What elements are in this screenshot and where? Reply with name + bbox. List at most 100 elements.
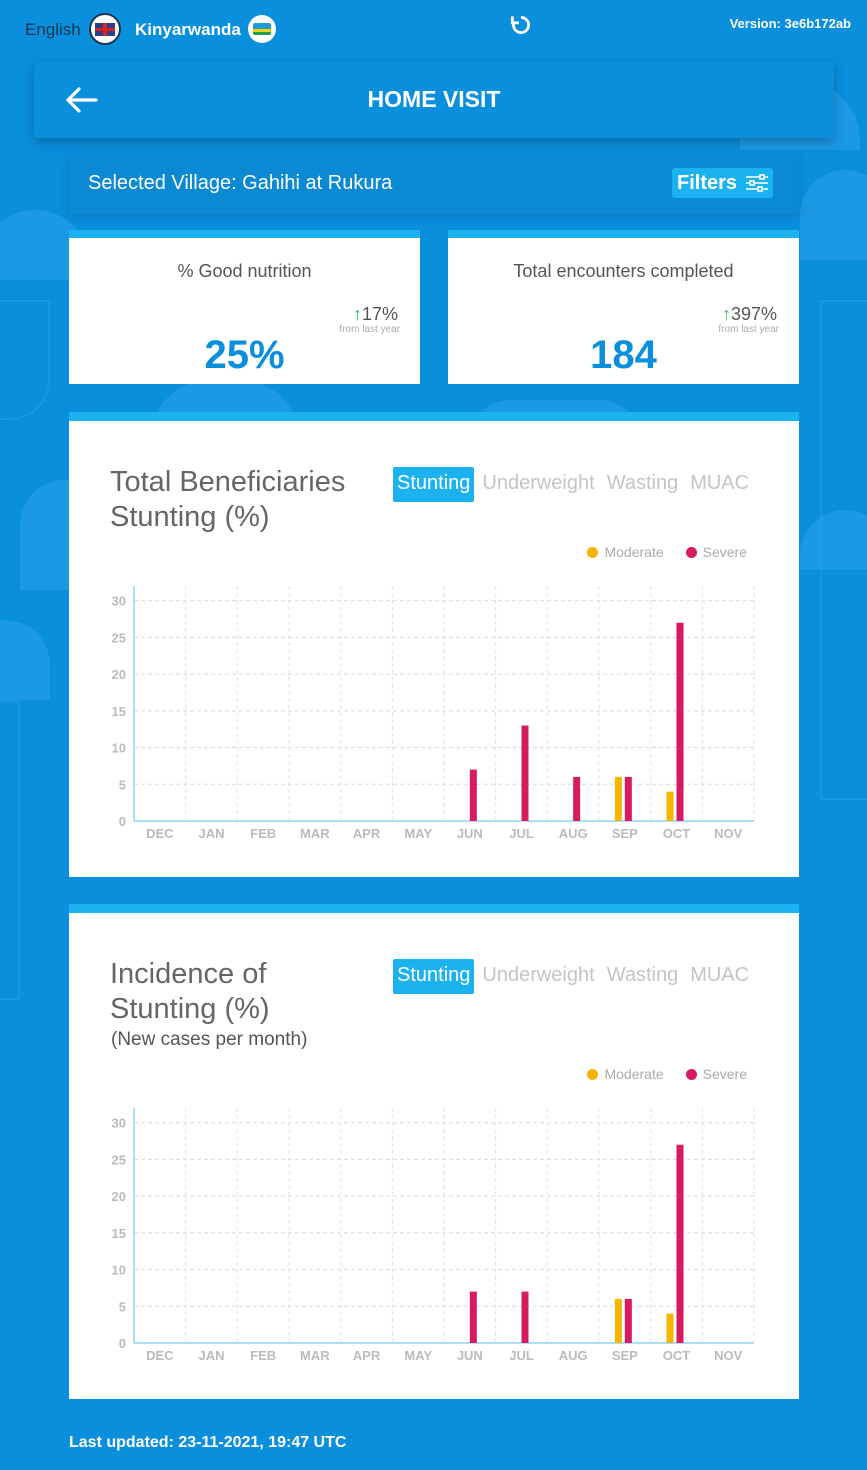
bar-severe: [676, 622, 684, 821]
version-label: Version: 3e6b172ab: [729, 16, 851, 31]
stat-change: ↑397%: [721, 304, 777, 324]
legend-moderate[interactable]: Moderate: [587, 1066, 664, 1082]
x-tick-label: APR: [353, 826, 381, 841]
chart-legend: Moderate Severe: [587, 1066, 747, 1082]
tab-muac[interactable]: MUAC: [690, 964, 750, 986]
y-tick-label: 0: [119, 814, 126, 829]
x-tick-label: DEC: [146, 826, 174, 841]
bar-moderate: [666, 791, 674, 821]
y-tick-label: 25: [112, 630, 126, 645]
x-tick-label: NOV: [714, 826, 743, 841]
legend-severe[interactable]: Severe: [685, 544, 747, 560]
bar-severe: [624, 1298, 632, 1343]
arrow-up-icon: ↑: [352, 304, 362, 324]
y-tick-label: 25: [112, 1152, 126, 1167]
chart-card-total-beneficiaries: Total Beneficiaries Stunting (%) Stuntin…: [69, 412, 799, 877]
x-tick-label: AUG: [559, 826, 588, 841]
bar-severe: [469, 1291, 477, 1343]
y-tick-label: 20: [112, 667, 126, 682]
chart-card-incidence: Incidence of Stunting (%) (New cases per…: [69, 904, 799, 1399]
y-tick-label: 10: [112, 1263, 126, 1278]
x-tick-label: JUL: [509, 826, 534, 841]
tab-muac[interactable]: MUAC: [690, 472, 750, 494]
x-tick-label: JAN: [198, 826, 224, 841]
stat-card-good-nutrition: % Good nutrition ↑17% from last year 25%: [69, 230, 420, 384]
bar-severe: [624, 776, 632, 821]
page-header: HOME VISIT: [34, 62, 834, 138]
bar-chart-incidence: 0 5 10 15 20 25 30 DEC JAN FEB MAR APR MAY JUN JUL AUG S…: [112, 1108, 755, 1363]
y-tick-label: 15: [112, 704, 126, 719]
chart-legend: Moderate Severe: [587, 544, 747, 560]
tab-stunting[interactable]: Stunting: [393, 467, 475, 502]
bar-moderate: [614, 776, 622, 821]
indicator-tabs: Stunting Underweight Wasting MUAC: [393, 467, 753, 502]
tab-wasting[interactable]: Wasting: [606, 472, 679, 494]
y-tick-label: 15: [112, 1226, 126, 1241]
stat-label: Total encounters completed: [513, 261, 734, 281]
x-tick-label: AUG: [559, 1348, 588, 1363]
y-tick-label: 5: [119, 777, 126, 792]
rwanda-flag-icon[interactable]: [248, 15, 276, 43]
tab-stunting[interactable]: Stunting: [393, 959, 475, 994]
back-arrow-icon[interactable]: [62, 80, 102, 120]
bar-severe: [573, 776, 581, 821]
page-title: HOME VISIT: [367, 86, 501, 112]
y-tick-label: 10: [112, 741, 126, 756]
stat-value: 184: [590, 333, 657, 377]
stat-card-encounters: Total encounters completed ↑397% from la…: [448, 230, 799, 384]
stat-sub-label: from last year: [718, 324, 779, 335]
indicator-tabs: Stunting Underweight Wasting MUAC: [393, 959, 753, 994]
stat-value: 25%: [204, 333, 285, 377]
legend-moderate[interactable]: Moderate: [587, 544, 664, 560]
y-tick-label: 20: [112, 1189, 126, 1204]
x-tick-label: SEP: [612, 1348, 638, 1363]
language-kinyarwanda[interactable]: Kinyarwanda: [135, 20, 241, 39]
uk-flag-icon[interactable]: [89, 13, 121, 45]
x-tick-label: APR: [353, 1348, 381, 1363]
top-bar: English Kinyarwanda Version: 3e6b172ab: [0, 0, 867, 60]
y-tick-label: 0: [119, 1336, 126, 1351]
filters-button[interactable]: Filters: [672, 168, 773, 198]
bar-moderate: [666, 1313, 674, 1343]
x-tick-label: MAR: [300, 826, 330, 841]
x-tick-label: OCT: [663, 1348, 691, 1363]
x-tick-label: NOV: [714, 1348, 743, 1363]
bar-severe: [469, 769, 477, 821]
y-tick-label: 5: [119, 1299, 126, 1314]
stat-label: % Good nutrition: [177, 261, 312, 281]
bar-chart-total-beneficiaries: 0 5 10 15 20 25 30 DEC JAN FEB MAR APR MAY JUN JUL AUG S…: [112, 586, 755, 841]
x-tick-label: SEP: [612, 826, 638, 841]
y-tick-label: 30: [112, 594, 126, 609]
x-tick-label: MAY: [404, 1348, 432, 1363]
x-tick-label: DEC: [146, 1348, 174, 1363]
stat-sub-label: from last year: [339, 324, 400, 335]
bar-severe: [521, 1291, 529, 1343]
x-tick-label: JUN: [457, 1348, 483, 1363]
chart-title: Total Beneficiaries Stunting (%): [110, 466, 346, 533]
selected-village-label: Selected Village: Gahihi at Rukura: [88, 172, 393, 194]
x-tick-label: JUL: [509, 1348, 534, 1363]
bar-severe: [676, 1144, 684, 1343]
chart-subtitle: (New cases per month): [111, 1029, 308, 1050]
legend-severe[interactable]: Severe: [685, 1066, 747, 1082]
chart-title: Incidence of Stunting (%): [110, 958, 270, 1025]
last-updated: Last updated: 23-11-2021, 19:47 UTC: [69, 1434, 347, 1451]
filters-label: Filters: [677, 171, 738, 194]
sliders-icon: [746, 174, 768, 192]
x-tick-label: FEB: [250, 1348, 276, 1363]
bar-moderate: [614, 1298, 622, 1343]
tab-underweight[interactable]: Underweight: [482, 472, 595, 494]
tab-underweight[interactable]: Underweight: [482, 964, 595, 986]
x-tick-label: JUN: [457, 826, 483, 841]
x-tick-label: MAR: [300, 1348, 330, 1363]
language-english[interactable]: English: [25, 20, 81, 39]
x-tick-label: FEB: [250, 826, 276, 841]
village-bar: Selected Village: Gahihi at Rukura Filte…: [69, 154, 799, 214]
x-tick-label: OCT: [663, 826, 691, 841]
arrow-up-icon: ↑: [721, 304, 731, 324]
x-tick-label: JAN: [198, 1348, 224, 1363]
stat-change: ↑17%: [352, 304, 398, 324]
reload-icon[interactable]: [508, 12, 534, 38]
bar-severe: [521, 725, 529, 821]
tab-wasting[interactable]: Wasting: [606, 964, 679, 986]
